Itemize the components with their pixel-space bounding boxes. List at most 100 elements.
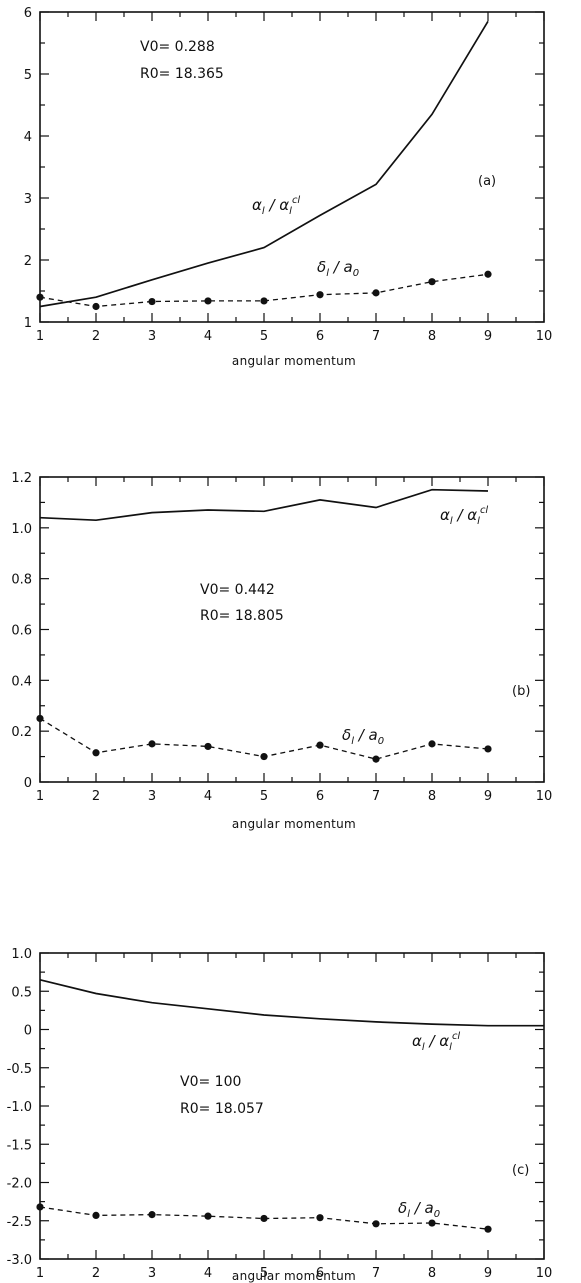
data-point [204, 1212, 212, 1220]
x-axis-label: angular momentum [232, 817, 356, 831]
y-tick-label: 4 [24, 130, 32, 145]
x-tick-label: 6 [316, 789, 324, 804]
data-point [372, 755, 380, 763]
x-tick-label: 8 [428, 789, 436, 804]
y-tick-label: 0 [24, 1024, 32, 1039]
y-tick-label: 1.0 [11, 947, 32, 962]
x-axis-label: angular momentum [232, 1269, 356, 1283]
data-point [260, 752, 268, 761]
x-tick-label: 1 [36, 1266, 44, 1281]
data-point [260, 297, 268, 305]
data-point [92, 302, 100, 311]
panel-label: (b) [512, 684, 530, 699]
y-tick-label: 0.6 [11, 624, 32, 639]
y-tick-label: 0.4 [11, 674, 32, 689]
x-tick-label: 8 [428, 329, 436, 344]
data-point [148, 740, 156, 748]
panel-b: 1 2 3 4 5 6 7 8 9 10 0 0.2 0.4 0.6 0.8 1.0 1.2 V0= 0.442… [11, 471, 552, 831]
data-point [428, 1219, 436, 1227]
series-line-delta [39, 1206, 489, 1230]
x-tick-label: 10 [536, 329, 553, 344]
y-tick-label: 0.5 [11, 985, 32, 1000]
x-tick-label: 9 [484, 329, 492, 344]
x-tick-label: 8 [428, 1266, 436, 1281]
x-axis-label: angular momentum [232, 354, 356, 368]
x-tick-label: 3 [148, 1266, 156, 1281]
y-tick-label: 0.2 [11, 725, 32, 740]
x-tick-label: 2 [92, 329, 100, 344]
series-line-alpha [39, 20, 489, 308]
x-tick-label: 1 [36, 329, 44, 344]
param-v0: V0= 0.288 [140, 39, 215, 55]
y-tick-label: 3 [24, 192, 32, 207]
x-tick-label: 5 [260, 789, 268, 804]
x-tick-label: 4 [204, 1266, 212, 1281]
data-point [148, 1211, 156, 1219]
y-tick-label: 0 [24, 776, 32, 791]
panel-label: (a) [478, 174, 496, 189]
series-label-alpha: αl / αlcl [412, 1031, 460, 1053]
y-tick-label: -3.0 [7, 1253, 32, 1268]
data-point [204, 297, 212, 305]
x-tick-label: 2 [92, 1266, 100, 1281]
plot-frame [39, 11, 545, 323]
x-tick-label: 10 [536, 789, 553, 804]
y-tick-label: 5 [24, 68, 32, 83]
series-label-delta: δl / a0 [317, 258, 359, 279]
y-tick-label: -2.0 [7, 1177, 32, 1192]
y-tick-label: -0.5 [7, 1062, 32, 1077]
y-tick-label: 6 [24, 6, 32, 21]
y-tick-label: 1 [24, 316, 32, 331]
data-point [36, 293, 44, 301]
data-point [148, 297, 156, 306]
x-tick-label: 9 [484, 1266, 492, 1281]
data-point [484, 1225, 492, 1233]
x-tick-label: 1 [36, 789, 44, 804]
x-tick-label: 2 [92, 789, 100, 804]
data-point [428, 740, 436, 748]
series-label-alpha: αl / αlcl [440, 505, 488, 527]
y-tick-label: 0.8 [11, 573, 32, 588]
x-tick-label: 6 [316, 329, 324, 344]
data-point [36, 714, 44, 723]
data-point [204, 742, 212, 751]
param-r0: R0= 18.805 [200, 608, 284, 624]
data-point [428, 278, 436, 286]
param-v0: V0= 0.442 [200, 582, 275, 598]
x-tick-label: 10 [536, 1266, 553, 1281]
y-tick-label: -1.5 [7, 1138, 32, 1153]
param-r0: R0= 18.057 [180, 1101, 264, 1117]
x-tick-label: 7 [372, 789, 380, 804]
series-label-alpha: αl / αlcl [252, 195, 300, 217]
x-tick-label: 4 [204, 329, 212, 344]
data-point [372, 289, 380, 297]
data-point [484, 745, 492, 753]
panel-a: 1 2 3 4 5 6 7 8 9 10 1 2 3 4 5 6 V0= 0.288 R0= 18.365 (… [24, 6, 553, 368]
param-r0: R0= 18.365 [140, 66, 224, 82]
y-tick-label: -1.0 [7, 1100, 32, 1115]
data-point [92, 749, 100, 757]
y-tick-label: 1.0 [11, 522, 32, 537]
series-label-delta: δl / a0 [342, 726, 384, 747]
data-point [484, 270, 492, 278]
y-tick-label: 2 [24, 254, 32, 269]
y-tick-label: -2.5 [7, 1215, 32, 1230]
data-point [372, 1220, 380, 1228]
panel-label: (c) [512, 1163, 529, 1178]
plot-frame [39, 952, 545, 1260]
x-tick-label: 3 [148, 329, 156, 344]
data-point [260, 1214, 268, 1223]
x-tick-label: 3 [148, 789, 156, 804]
y-tick-label: 1.2 [11, 471, 32, 486]
x-tick-label: 5 [260, 329, 268, 344]
x-tick-label: 5 [260, 1266, 268, 1281]
x-tick-label: 4 [204, 789, 212, 804]
param-v0: V0= 100 [180, 1074, 241, 1090]
x-tick-label: 6 [316, 1266, 324, 1281]
x-tick-label: 7 [372, 1266, 380, 1281]
series-line-alpha [39, 978, 544, 1027]
data-point [36, 1203, 44, 1211]
data-point [316, 1214, 324, 1222]
series-line-alpha [39, 488, 489, 522]
